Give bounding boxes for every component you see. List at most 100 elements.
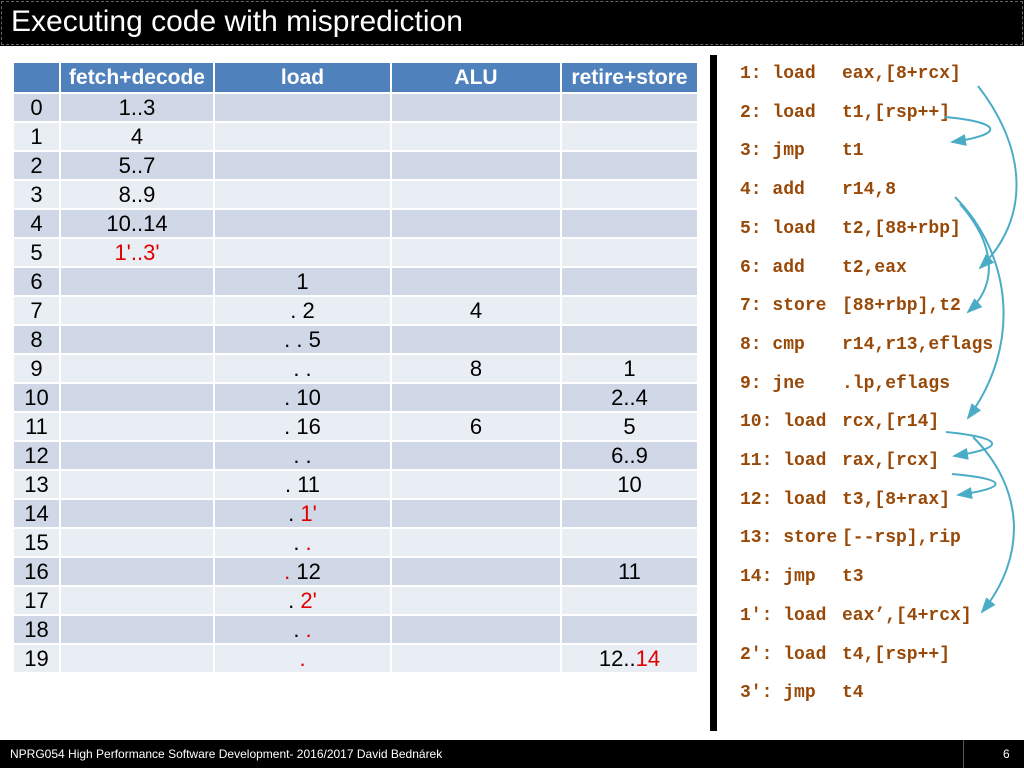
- stage-cell: 1..3: [59, 92, 215, 123]
- opcode-text: load: [772, 64, 816, 84]
- instruction-operands: t1: [842, 141, 864, 162]
- cycle-number-cell: 0: [12, 92, 61, 123]
- stage-cell: [560, 324, 699, 355]
- instruction-number: 8:: [740, 334, 762, 355]
- cycle-number-cell: 4: [12, 208, 61, 239]
- stage-cell: [560, 121, 699, 152]
- stage-cell: [390, 121, 562, 152]
- cycle-number-cell: 9: [12, 353, 61, 384]
- mispredicted-instruction-text: 1': [300, 500, 317, 526]
- stage-cell: 1'..3': [59, 237, 215, 268]
- instruction-text: 6..9: [611, 442, 648, 468]
- stage-cell: [560, 295, 699, 326]
- arrow-11-to-12: [951, 473, 997, 499]
- arrow-5-to-7: [959, 203, 990, 314]
- stage-cell: [390, 208, 562, 239]
- stage-cell: [213, 92, 392, 123]
- stage-cell: [560, 498, 699, 529]
- stage-cell: 8..9: [59, 179, 215, 210]
- instruction-number: 7:: [740, 296, 762, 317]
- stage-cell: [390, 179, 562, 210]
- stage-cell: 2..4: [560, 382, 699, 413]
- table-row: 9 . . 8 1: [12, 353, 699, 384]
- opcode-text: jmp: [772, 141, 805, 162]
- instruction-operands: eax,[8+rcx]: [842, 64, 961, 84]
- stage-cell: 11: [560, 556, 699, 587]
- footer-text: NPRG054 High Performance Software Develo…: [10, 747, 443, 761]
- arrow-10-to-11: [945, 431, 993, 460]
- stage-cell: [560, 266, 699, 297]
- stage-cell: [390, 266, 562, 297]
- instruction-text: . 16: [284, 413, 321, 439]
- stage-cell: [59, 556, 215, 587]
- cycle-number-cell: 12: [12, 440, 61, 471]
- instruction-text: 8..9: [118, 181, 156, 207]
- instruction-text: 6: [469, 413, 483, 439]
- opcode-text: jmp: [783, 567, 816, 588]
- instruction-text: 10..14: [106, 210, 168, 236]
- table-row: 4 10..14: [12, 208, 699, 239]
- stage-cell: [560, 527, 699, 558]
- arrow-5-to-10: [954, 196, 1005, 420]
- instruction-number: 2':: [740, 644, 773, 665]
- opcode-text: jne: [772, 373, 805, 394]
- arrow-2-to-3: [944, 116, 992, 146]
- instruction-number: 3:: [740, 141, 762, 162]
- cycle-number-cell: 10: [12, 382, 61, 413]
- mispredicted-instruction-text: .: [305, 616, 312, 642]
- instruction-operands: [88+rbp],t2: [842, 296, 961, 317]
- instruction-number: 1:: [740, 64, 762, 84]
- stage-cell: [59, 643, 215, 674]
- opcode-text: store: [783, 528, 838, 549]
- stage-cell: [560, 208, 699, 239]
- stage-cell: [390, 614, 562, 645]
- instruction-opcode: 12: load: [740, 489, 826, 511]
- stage-cell: [213, 237, 392, 268]
- cycle-number-cell: 11: [12, 411, 61, 442]
- stage-cell: .: [213, 643, 392, 674]
- instruction-text: . .: [293, 442, 312, 468]
- stage-cell: 5..7: [59, 150, 215, 181]
- stage-cell: [213, 179, 392, 210]
- stage-cell: [213, 121, 392, 152]
- stage-cell: [59, 353, 215, 384]
- instruction-number: 2:: [740, 102, 762, 123]
- footer-bar: NPRG054 High Performance Software Develo…: [0, 740, 1024, 768]
- stage-cell: [59, 527, 215, 558]
- table-row: 7 . 2 4: [12, 295, 699, 326]
- instruction-text: 8: [469, 355, 483, 381]
- stage-cell: [59, 498, 215, 529]
- cycle-number-cell: 18: [12, 614, 61, 645]
- instruction-operands: eax’,[4+rcx]: [842, 605, 972, 626]
- stage-cell: . 2: [213, 295, 392, 326]
- instruction-text: 2..4: [611, 384, 648, 410]
- stage-cell: [560, 585, 699, 616]
- title-bar: Executing code with misprediction: [0, 0, 1024, 46]
- cycle-number-cell: 17: [12, 585, 61, 616]
- instruction-text: .: [293, 529, 306, 555]
- instruction-text: 5: [623, 413, 636, 439]
- cycle-number-cell: 19: [12, 643, 61, 674]
- instruction-number: 13:: [740, 528, 773, 549]
- opcode-text: jmp: [783, 683, 816, 704]
- cycle-number-cell: 14: [12, 498, 61, 529]
- instruction-number: 12:: [740, 489, 773, 510]
- stage-cell: 12..14: [560, 643, 699, 674]
- instruction-text: . 10: [284, 384, 321, 410]
- stage-cell: 1: [560, 353, 699, 384]
- instruction-opcode: 14: jmp: [740, 566, 816, 588]
- stage-cell: 4: [390, 295, 562, 326]
- instruction-opcode: 5: load: [740, 218, 816, 240]
- column-header-stage: retire+store: [560, 61, 699, 94]
- instruction-number: 6:: [740, 257, 762, 278]
- cycle-number-cell: 5: [12, 237, 61, 268]
- instruction-opcode: 9: jne: [740, 373, 805, 395]
- instruction-operands: [--rsp],rip: [842, 528, 961, 549]
- instruction-opcode: 2: load: [740, 102, 816, 124]
- stage-cell: [213, 150, 392, 181]
- stage-cell: [390, 527, 562, 558]
- stage-cell: [390, 92, 562, 123]
- opcode-text: load: [783, 412, 827, 433]
